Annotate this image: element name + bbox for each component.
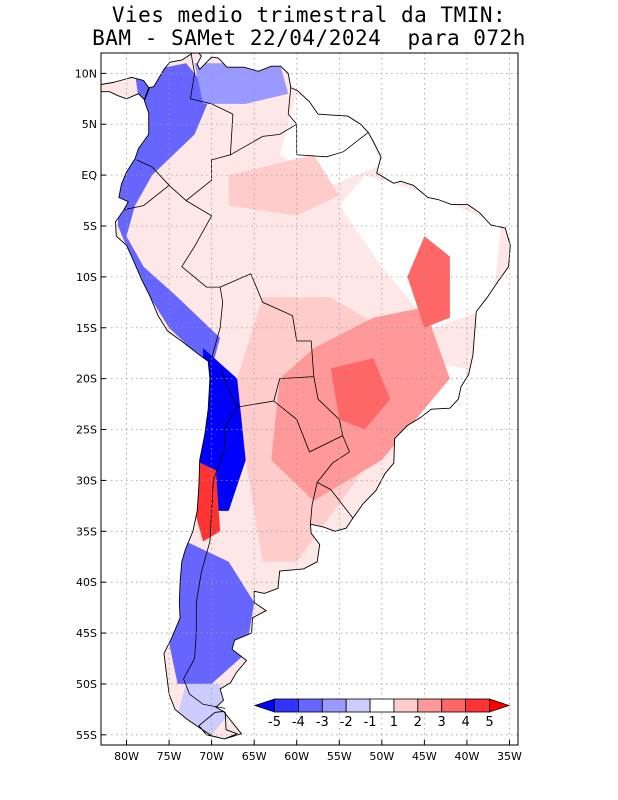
colorbar-label: 5 <box>485 715 493 730</box>
lat-tick-label: 50S <box>76 678 97 691</box>
border-line <box>230 123 297 156</box>
colorbar-box <box>369 698 395 713</box>
bias-field <box>118 63 501 735</box>
lat-tick-label: 35S <box>76 525 97 538</box>
colorbar-box <box>417 698 443 713</box>
border-line <box>183 406 238 709</box>
lat-tick-label: 5N <box>82 118 97 131</box>
colorbar-label: -4 <box>292 715 305 730</box>
colorbar-arrow-high <box>489 698 511 713</box>
lon-tick-label: 45W <box>412 750 437 763</box>
lat-lon-grid <box>101 53 518 745</box>
colorbar-label: -5 <box>268 715 281 730</box>
bias-patch-pink-north <box>228 154 340 216</box>
colorbar-box <box>465 698 490 713</box>
border-line <box>181 200 224 362</box>
lon-tick-label: 70W <box>199 750 224 763</box>
colorbar-label: -3 <box>316 715 329 730</box>
bias-patch-blue-venezuela <box>194 63 289 104</box>
colorbar-box <box>393 698 419 713</box>
border-line <box>219 273 315 408</box>
border-line <box>310 482 318 525</box>
colorbar-label: 1 <box>390 715 398 730</box>
lon-tick-label: 75W <box>157 750 182 763</box>
lon-tick-label: 40W <box>455 750 480 763</box>
lon-tick-label: 60W <box>284 750 309 763</box>
border-line <box>287 87 369 158</box>
lat-tick-label: 40S <box>76 576 97 589</box>
lat-tick-label: 25S <box>76 424 97 437</box>
lat-tick-label: 20S <box>76 373 97 386</box>
lat-tick-label: 55S <box>76 729 97 742</box>
lat-tick-label: 10S <box>76 271 97 284</box>
bias-patch-red-core <box>330 358 391 430</box>
lat-tick-label: EQ <box>81 169 97 182</box>
lat-tick-label: 15S <box>76 322 97 335</box>
colorbar-label: 3 <box>438 715 446 730</box>
lon-tick-label: 65W <box>242 750 267 763</box>
axis-ticks: 80W 75W 70W 65W 60W 55W 50W 45W 40W 35W 10N 5N EQ 5S 1… <box>75 67 522 763</box>
lon-tick-label: 35W <box>497 750 522 763</box>
chart-title: Vies medio trimestral da TMIN: BAM - SAM… <box>0 4 618 50</box>
border-line <box>316 435 354 519</box>
title-line-1: Vies medio trimestral da TMIN: <box>111 3 507 27</box>
colorbar-box <box>441 698 466 713</box>
colorbar-box <box>345 698 371 713</box>
lat-tick-label: 45S <box>76 627 97 640</box>
colorbar: -5 -4 -3 -2 -1 1 2 3 4 5 <box>253 698 511 730</box>
border-line <box>123 184 170 211</box>
lat-tick-label: 30S <box>76 474 97 487</box>
bias-patch-red-chile <box>194 460 221 542</box>
colorbar-label: 4 <box>461 715 469 730</box>
colorbar-box <box>321 698 347 713</box>
map-frame <box>100 52 519 746</box>
border-line <box>136 53 234 202</box>
lat-tick-label: 5S <box>83 220 97 233</box>
bias-patch-red-northeast <box>407 236 450 328</box>
lat-tick-label: 10N <box>75 67 97 80</box>
colorbar-arrow-low <box>253 698 275 713</box>
colorbar-box <box>298 698 323 713</box>
colorbar-label: -1 <box>364 715 377 730</box>
colorbar-label: 2 <box>414 715 422 730</box>
lon-tick-label: 55W <box>327 750 352 763</box>
title-line-2: BAM - SAMet 22/04/2024 para 072h <box>92 26 526 50</box>
colorbar-box <box>274 698 299 713</box>
lon-tick-label: 80W <box>114 750 139 763</box>
colorbar-label: -2 <box>340 715 353 730</box>
lon-tick-label: 50W <box>369 750 394 763</box>
